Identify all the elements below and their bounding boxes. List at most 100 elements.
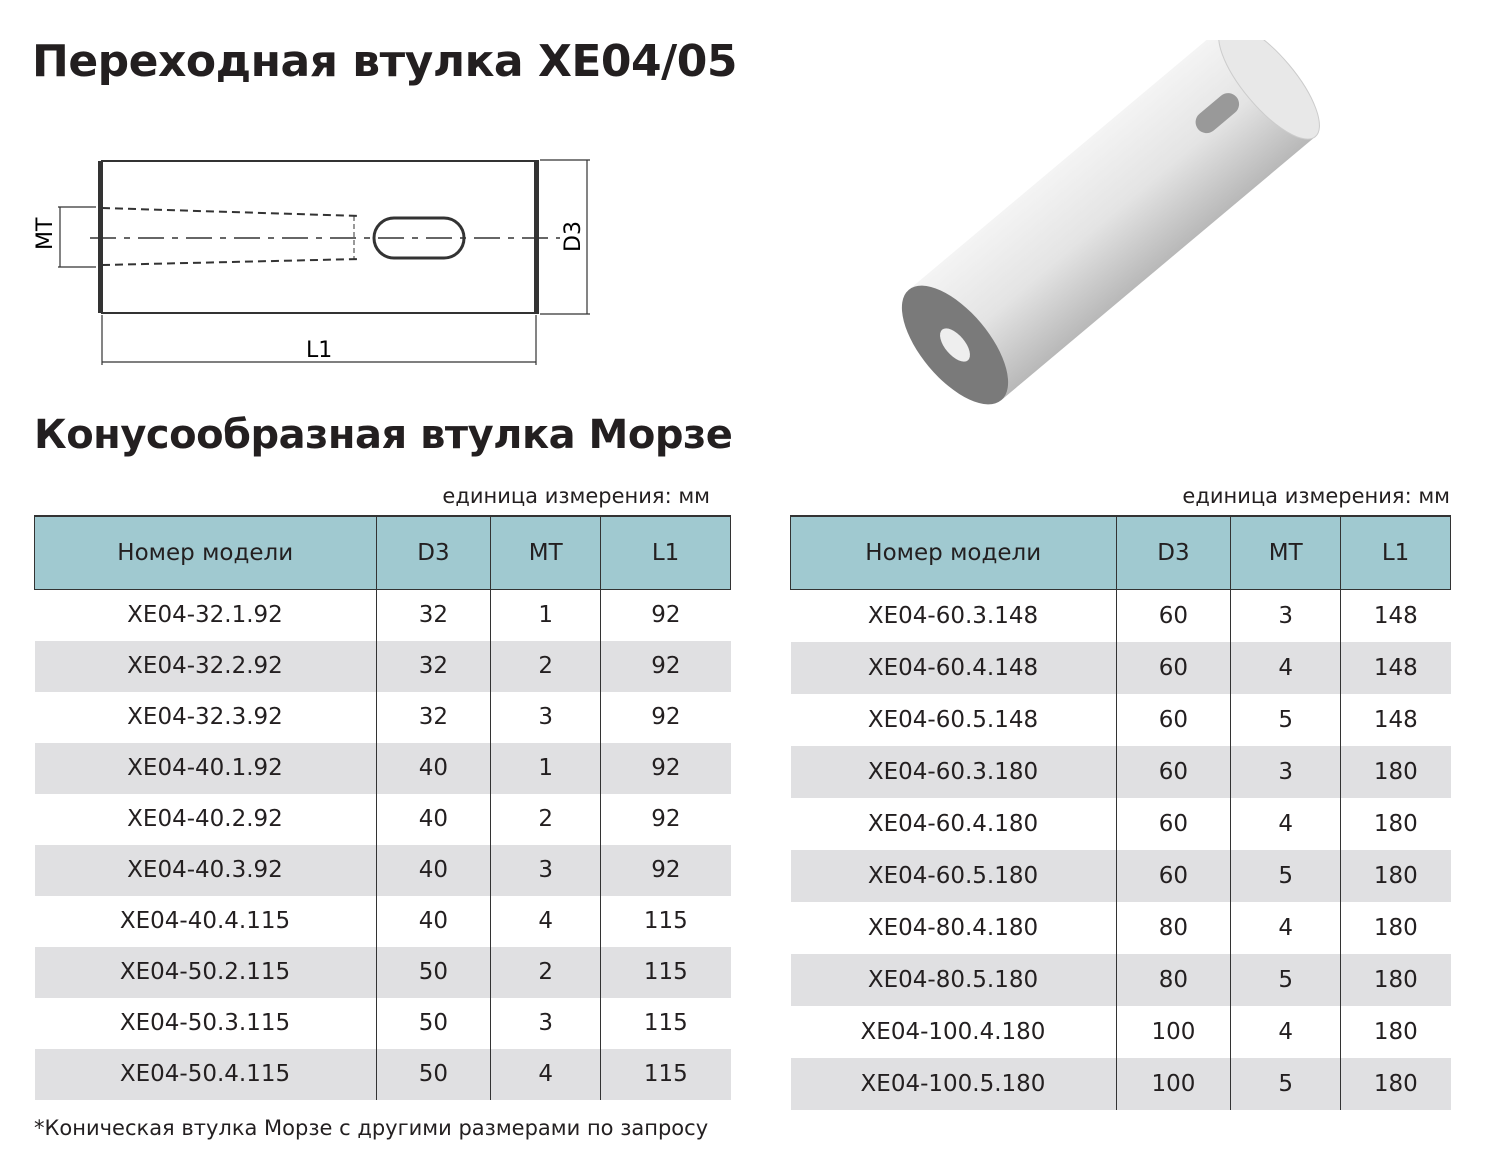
model-cell: XE04-32.1.92	[127, 602, 283, 629]
table-row: XE04-60.5.180 60 5 180	[790, 849, 1451, 902]
model-cell: XE04-50.3.115	[119, 1010, 291, 1036]
column-header-l1: L1	[1340, 515, 1451, 590]
model-cell: XE04-60.4.148	[790, 641, 1116, 694]
table-row: XE04-32.1.92 32 1 92	[35, 589, 731, 641]
l1-cell: 115	[600, 946, 731, 998]
table-row: XE04-40.4.115 40 4 115	[35, 895, 731, 947]
table-row: XE04-80.5.180 80 5 180	[790, 953, 1451, 1006]
table-row: XE04-40.2.92 40 2 92	[35, 793, 731, 845]
table-row: XE04-60.3.148 60 3 148	[791, 589, 1451, 642]
mt-cell: 4	[1230, 641, 1341, 694]
l1-cell: 92	[600, 793, 731, 845]
d3-cell: 32	[375, 640, 491, 692]
mt-cell: 4	[1230, 901, 1341, 954]
mt-cell: 3	[1230, 589, 1341, 642]
mt-cell: 2	[490, 640, 601, 692]
l1-cell: 180	[1340, 901, 1451, 954]
l1-cell: 180	[1340, 1057, 1451, 1110]
footnote: *Коническая втулка Морзе с другими разме…	[34, 1116, 709, 1140]
mt-cell: 4	[1230, 1005, 1341, 1058]
column-header-d3: D3	[1115, 515, 1232, 590]
l1-cell: 92	[600, 844, 731, 896]
table-row: XE04-60.3.180 60 3 180	[790, 745, 1451, 798]
sleeve-3d-image	[901, 40, 1320, 405]
model-cell: XE04-40.2.92	[127, 806, 283, 832]
d3-cell: 32	[375, 589, 491, 641]
mt-cell: 4	[1230, 797, 1341, 850]
model-cell: XE04-60.3.148	[867, 602, 1039, 629]
l1-cell: 148	[1340, 641, 1451, 694]
l1-label: L1	[306, 338, 332, 363]
mt-cell: 3	[490, 844, 601, 896]
l1-cell: 180	[1340, 745, 1451, 798]
mt-cell: 5	[1230, 1057, 1341, 1110]
d3-cell: 40	[375, 895, 491, 947]
unit-label-right: единица измерения: мм	[1182, 484, 1450, 508]
mt-label: MT	[33, 217, 58, 250]
column-header-l1: L1	[600, 515, 731, 590]
d3-cell: 60	[1115, 693, 1231, 746]
d3-cell: 50	[375, 997, 491, 1049]
section-title: Конусообразная втулка Морзе	[34, 412, 733, 458]
model-cell: XE04-80.4.180	[867, 914, 1039, 941]
model-cell: XE04-60.4.180	[867, 810, 1039, 837]
table-row: XE04-100.4.180 100 4 180	[791, 1005, 1451, 1058]
table-row: XE04-40.3.92 40 3 92	[34, 844, 731, 896]
mt-cell: 3	[490, 691, 601, 743]
l1-cell: 180	[1340, 1005, 1451, 1058]
d3-cell: 80	[1115, 901, 1231, 954]
model-cell: XE04-32.2.92	[34, 640, 376, 692]
l1-cell: 148	[1340, 589, 1451, 642]
model-cell: XE04-50.4.115	[34, 1048, 376, 1100]
l1-cell: 92	[600, 742, 731, 794]
mt-cell: 2	[490, 946, 601, 998]
l1-cell: 180	[1340, 797, 1451, 850]
column-header-mt: MT	[490, 515, 602, 590]
model-cell: XE04-100.5.180	[790, 1057, 1116, 1110]
mt-cell: 4	[490, 1048, 601, 1100]
d3-cell: 40	[375, 793, 491, 845]
model-cell: XE04-40.3.92	[34, 844, 376, 896]
model-cell: XE04-32.3.92	[127, 704, 283, 730]
mt-cell: 1	[490, 589, 601, 641]
l1-cell: 92	[600, 589, 731, 641]
l1-cell: 148	[1340, 693, 1451, 746]
d3-cell: 50	[375, 1048, 491, 1100]
model-cell: XE04-50.2.115	[34, 946, 376, 998]
mt-cell: 5	[1230, 953, 1341, 1006]
table-row: XE04-32.3.92 32 3 92	[35, 691, 731, 743]
model-cell: XE04-40.4.115	[119, 908, 291, 934]
d3-cell: 80	[1115, 953, 1231, 1006]
d3-cell: 60	[1115, 589, 1231, 642]
mt-cell: 5	[1230, 693, 1341, 746]
column-header-model: Номер модели	[34, 515, 377, 590]
l1-cell: 92	[600, 691, 731, 743]
table-row: XE04-100.5.180 100 5 180	[790, 1057, 1451, 1110]
d3-cell: 100	[1115, 1057, 1231, 1110]
table-row: XE04-50.3.115 50 3 115	[35, 997, 731, 1049]
table-row: XE04-80.4.180 80 4 180	[791, 901, 1451, 954]
model-cell: XE04-100.4.180	[860, 1018, 1046, 1045]
d3-cell: 60	[1115, 849, 1231, 902]
mt-cell: 5	[1230, 849, 1341, 902]
model-cell: XE04-60.5.180	[790, 849, 1116, 902]
table-row: XE04-50.2.115 50 2 115	[34, 946, 731, 998]
table-row: XE04-32.2.92 32 2 92	[34, 640, 731, 692]
column-header-d3: D3	[375, 515, 492, 590]
model-cell: XE04-40.1.92	[34, 742, 376, 794]
d3-cell: 40	[375, 742, 491, 794]
table-row: XE04-60.5.148 60 5 148	[791, 693, 1451, 746]
d3-cell: 60	[1115, 745, 1231, 798]
column-header-model: Номер модели	[790, 515, 1117, 590]
table-row: XE04-60.4.180 60 4 180	[791, 797, 1451, 850]
mt-cell: 3	[490, 997, 601, 1049]
l1-cell: 115	[600, 997, 731, 1049]
models-table-left: Номер модели D3 MT L1 XE04-32.1.92 32 1 92 X…	[34, 515, 731, 1100]
mt-cell: 2	[490, 793, 601, 845]
d3-cell: 60	[1115, 641, 1231, 694]
d3-cell: 32	[375, 691, 491, 743]
table-row: XE04-60.4.148 60 4 148	[790, 641, 1451, 694]
l1-cell: 180	[1340, 953, 1451, 1006]
d3-label: D3	[561, 221, 586, 252]
model-cell: XE04-80.5.180	[790, 953, 1116, 1006]
